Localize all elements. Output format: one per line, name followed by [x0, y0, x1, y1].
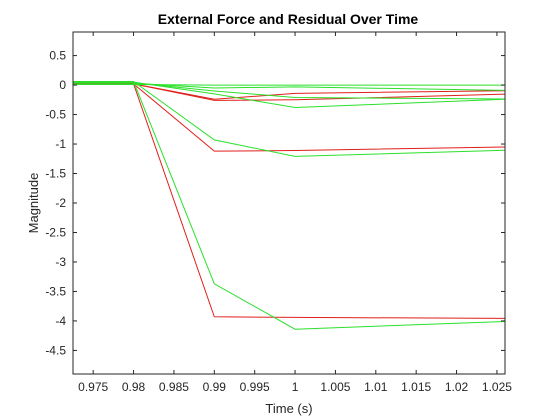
x-tick-label: 0.98: [122, 380, 146, 394]
y-tick-label: -3.5: [45, 284, 66, 298]
chart-title: External Force and Residual Over Time: [158, 11, 419, 27]
series-line-6: [73, 81, 505, 157]
x-tick-label: 0.975: [78, 380, 108, 394]
x-tick-label: 1.025: [482, 380, 512, 394]
series-line-9: [73, 82, 505, 91]
x-tick-label: 1.02: [445, 380, 469, 394]
x-tick-label: 0.995: [240, 380, 270, 394]
y-tick-label: -1.5: [45, 167, 66, 181]
x-axis: 0.975 0.98 0.985 0.99 0.995 1 1.005 1.01 1.015 1.…: [78, 32, 512, 394]
x-tick-label: 1.01: [364, 380, 388, 394]
y-tick-label: -0.5: [45, 108, 66, 122]
y-tick-label: 0.5: [49, 49, 66, 63]
y-tick-label: -1: [55, 137, 66, 151]
y-tick-label: -4: [55, 314, 66, 328]
y-axis: 0.5 0 -0.5 -1 -1.5 -2 -2.5 -3 -3.5 -4 -4.5: [45, 49, 505, 357]
y-axis-label: Magnitude: [26, 173, 41, 234]
series-line-4: [73, 83, 505, 100]
y-tick-label: -3: [55, 255, 66, 269]
y-tick-label: -2.5: [45, 225, 66, 239]
series-line-7: [73, 81, 505, 108]
y-tick-label: -2: [55, 196, 66, 210]
series-line-10: [73, 83, 505, 86]
y-tick-label: 0: [59, 78, 66, 92]
x-tick-label: 0.985: [159, 380, 189, 394]
y-tick-label: -4.5: [45, 343, 66, 357]
x-axis-label: Time (s): [265, 401, 312, 416]
x-tick-label: 1.015: [401, 380, 431, 394]
x-tick-label: 1: [292, 380, 299, 394]
series-layer: [73, 81, 505, 330]
x-tick-label: 1.005: [320, 380, 350, 394]
series-line-8: [73, 82, 505, 100]
x-tick-label: 0.99: [203, 380, 227, 394]
